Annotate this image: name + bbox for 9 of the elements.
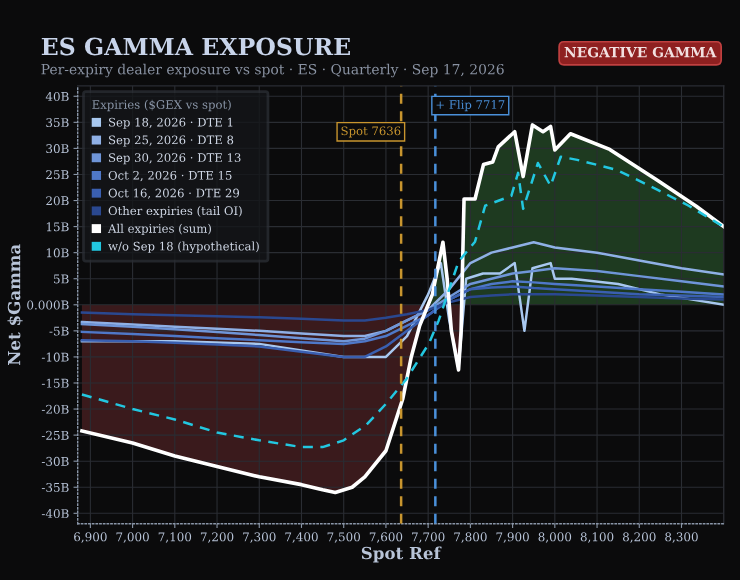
y-axis-title: Net $Gamma bbox=[7, 244, 23, 366]
line-series bbox=[80, 293, 724, 322]
line-series bbox=[80, 155, 723, 449]
chart-title: ES GAMMA EXPOSURE bbox=[41, 37, 350, 56]
line-series bbox=[80, 285, 724, 359]
line-series bbox=[80, 240, 724, 338]
x-axis-title: Spot Ref bbox=[361, 546, 442, 563]
line-series bbox=[80, 267, 724, 343]
line-series bbox=[80, 280, 724, 346]
